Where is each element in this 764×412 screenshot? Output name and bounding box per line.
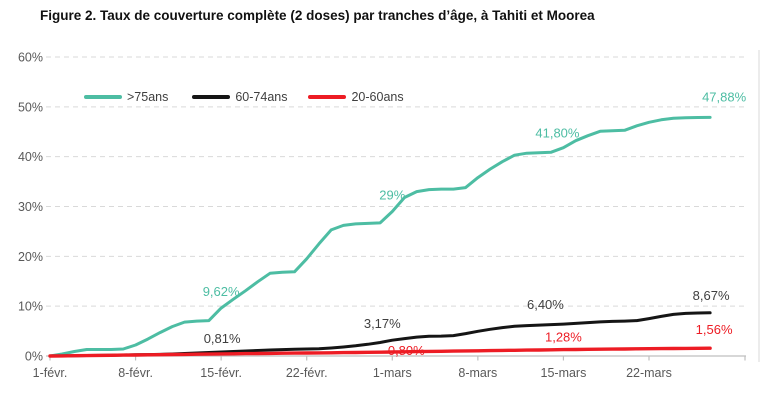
x-axis-tick-label: 22-mars (626, 366, 672, 380)
data-label-series-0: 47,88% (702, 89, 747, 104)
x-axis-tick-label: 15-mars (541, 366, 587, 380)
x-axis-tick-label: 1-févr. (33, 366, 68, 380)
legend-item-75ans: >75ans (84, 90, 168, 104)
x-axis-tick-label: 22-févr. (286, 366, 328, 380)
data-label-series-1: 0,81% (204, 331, 241, 346)
legend-swatch-60-74ans (192, 95, 231, 99)
data-label-series-1: 8,67% (693, 288, 730, 303)
x-axis-tick-label: 8-mars (458, 366, 497, 380)
data-label-series-2: 1,28% (545, 330, 582, 345)
data-label-series-0: 41,80% (535, 126, 580, 141)
legend-item-20-60ans: 20-60ans (308, 90, 404, 104)
legend-item-60-74ans: 60-74ans (192, 90, 287, 104)
data-label-series-1: 6,40% (527, 297, 564, 312)
y-axis-tick-label: 50% (18, 100, 43, 114)
chart-legend: >75ans 60-74ans 20-60ans (84, 90, 404, 104)
y-axis-tick-label: 30% (18, 200, 43, 214)
legend-label-75ans: >75ans (127, 90, 169, 104)
legend-swatch-75ans (84, 95, 122, 99)
data-label-series-2: 1,56% (696, 322, 733, 337)
x-axis-tick-label: 1-mars (373, 366, 412, 380)
x-axis-tick-label: 15-févr. (200, 366, 242, 380)
data-label-series-1: 3,17% (364, 316, 401, 331)
y-axis-tick-label: 0% (25, 350, 43, 364)
legend-label-60-74ans: 60-74ans (235, 90, 288, 104)
legend-label-20-60ans: 20-60ans (351, 90, 404, 104)
data-label-series-0: 9,62% (203, 284, 240, 299)
legend-swatch-20-60ans (308, 95, 347, 99)
y-axis-tick-label: 60% (18, 51, 43, 65)
data-label-series-0: 29% (379, 187, 405, 202)
chart-title: Figure 2. Taux de couverture complète (2… (40, 8, 595, 23)
x-axis-tick-label: 8-févr. (118, 366, 153, 380)
series-line-2 (48, 346, 712, 358)
y-axis-tick-label: 10% (18, 300, 43, 314)
y-axis-tick-label: 20% (18, 250, 43, 264)
series-line-0 (48, 115, 712, 358)
y-axis-tick-label: 40% (18, 150, 43, 164)
data-label-series-2: 0,80% (388, 343, 425, 358)
